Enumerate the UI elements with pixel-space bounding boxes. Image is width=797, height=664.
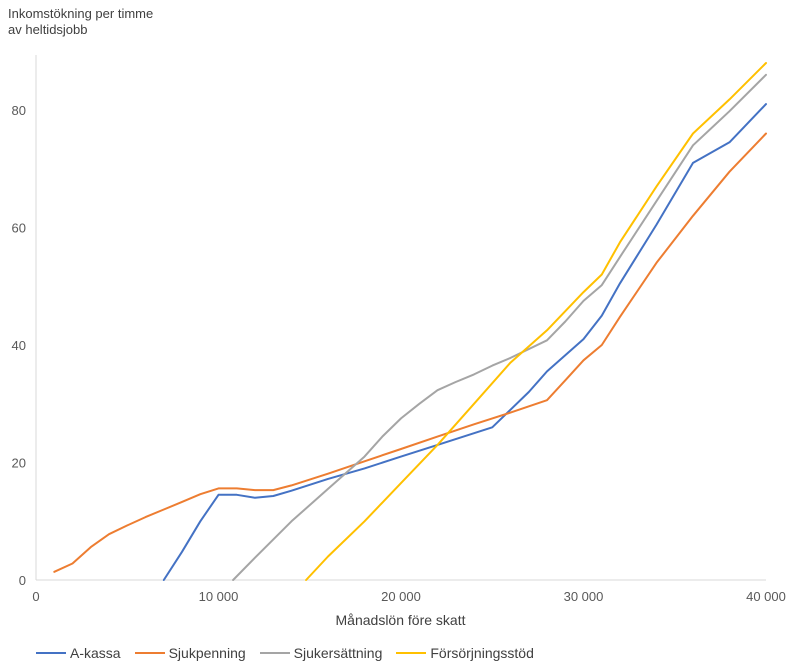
legend: A-kassa Sjukpenning Sjukersättning Försö… bbox=[36, 645, 534, 661]
legend-item-a-kassa: A-kassa bbox=[36, 645, 121, 661]
tick-labels: 0 20 40 60 80 0 10 000 20 000 30 000 40 000 bbox=[12, 103, 786, 604]
series-line-sjukpenning bbox=[53, 132, 767, 573]
legend-label-a-kassa: A-kassa bbox=[70, 645, 121, 661]
series-line-a-kassa bbox=[162, 103, 767, 581]
series-line-sjukersättning bbox=[232, 73, 767, 581]
legend-item-sjukpenning: Sjukpenning bbox=[134, 645, 246, 661]
y-tick-label: 20 bbox=[12, 456, 26, 471]
series-line-försörjningsstöd bbox=[305, 62, 767, 581]
axes bbox=[35, 55, 766, 581]
legend-item-sjukersattning: Sjukersättning bbox=[259, 645, 383, 661]
legend-swatch-sjukersattning bbox=[259, 652, 290, 654]
y-axis-title: Inkomstökning per timme av heltidsjobb bbox=[8, 6, 154, 37]
x-tick-label: 20 000 bbox=[381, 589, 421, 604]
legend-label-forsorjningsstod: Försörjningsstöd bbox=[430, 645, 534, 661]
y-tick-label: 60 bbox=[12, 221, 26, 236]
series-lines bbox=[53, 62, 767, 581]
x-tick-label: 40 000 bbox=[746, 589, 786, 604]
legend-label-sjukpenning: Sjukpenning bbox=[168, 645, 246, 661]
y-tick-label: 80 bbox=[12, 103, 26, 118]
legend-item-forsorjningsstod: Försörjningsstöd bbox=[396, 645, 534, 661]
x-tick-label: 10 000 bbox=[199, 589, 239, 604]
y-tick-label: 0 bbox=[19, 573, 26, 588]
x-axis-title: Månadslön före skatt bbox=[335, 612, 466, 628]
legend-swatch-a-kassa bbox=[36, 652, 66, 654]
legend-swatch-sjukpenning bbox=[134, 652, 165, 654]
x-tick-label: 0 bbox=[32, 589, 39, 604]
y-tick-label: 40 bbox=[12, 338, 26, 353]
x-tick-label: 30 000 bbox=[564, 589, 604, 604]
legend-swatch-forsorjningsstod bbox=[396, 652, 427, 654]
legend-label-sjukersattning: Sjukersättning bbox=[293, 645, 383, 661]
